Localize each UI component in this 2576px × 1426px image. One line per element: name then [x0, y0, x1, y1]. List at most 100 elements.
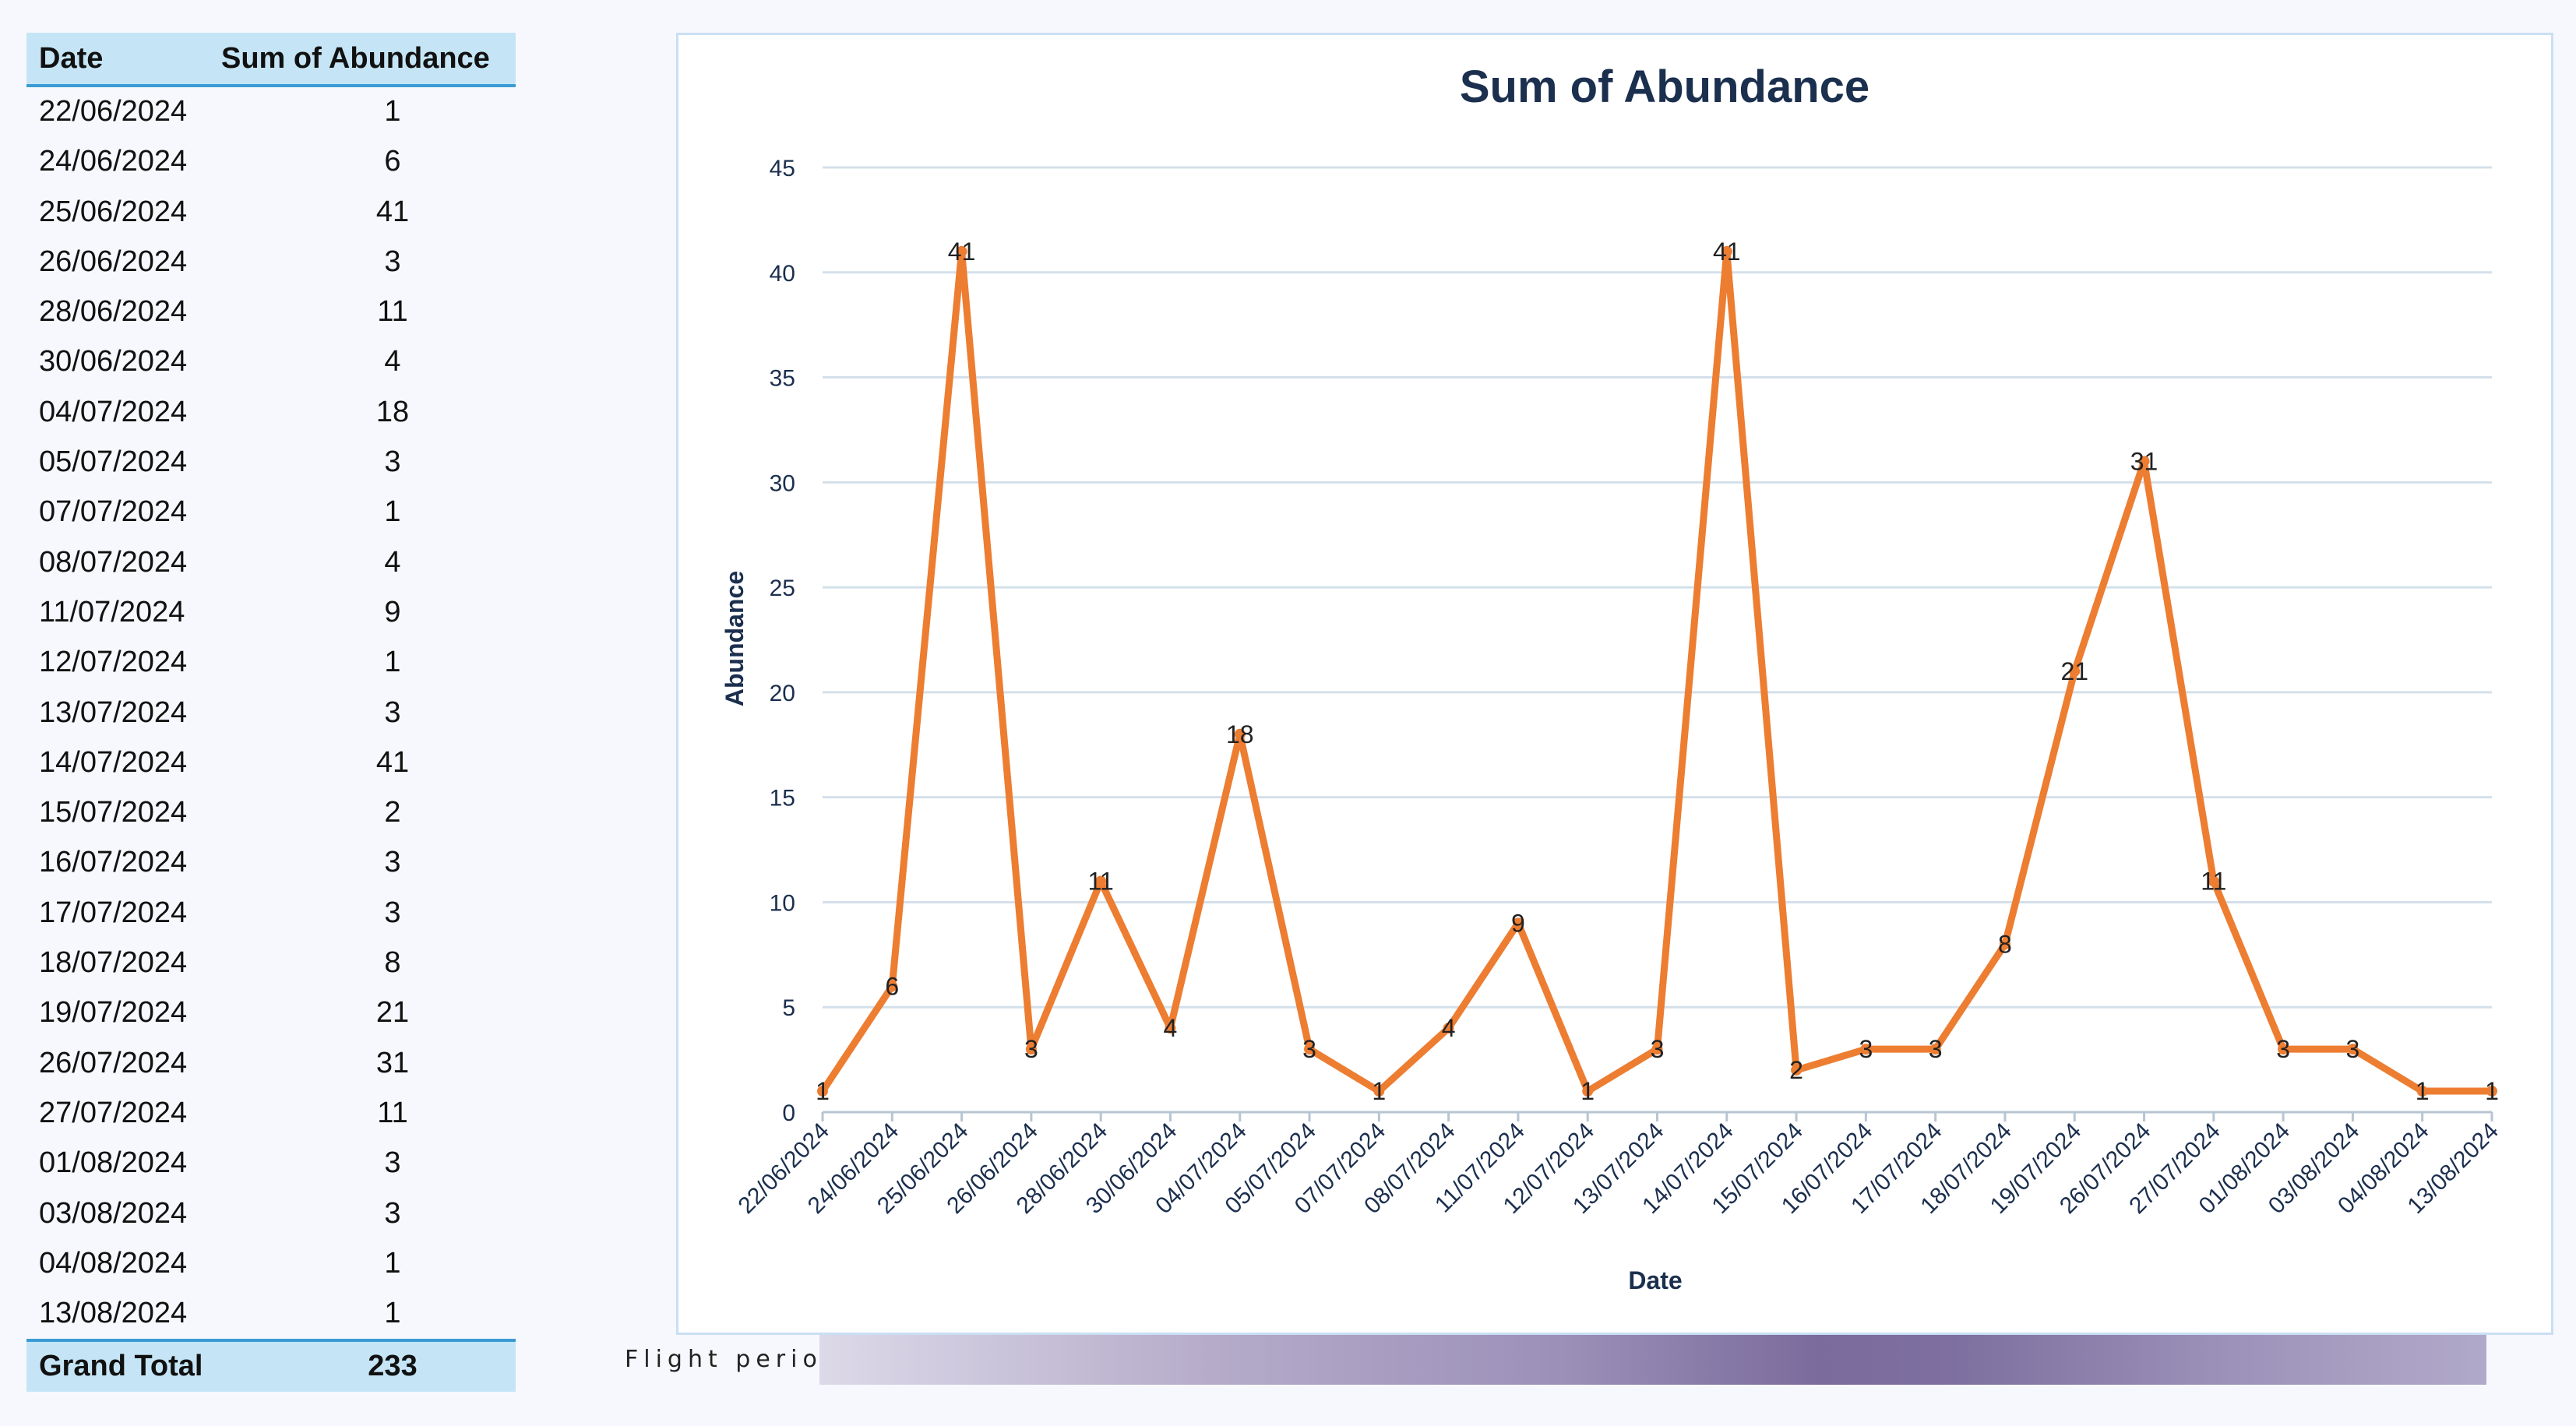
table-row: 30/06/2024 4 — [26, 337, 516, 387]
data-point[interactable] — [1999, 938, 2010, 950]
table-row: 18/07/2024 8 — [26, 938, 516, 988]
table-row: 28/06/2024 11 — [26, 287, 516, 337]
data-label: 11 — [1088, 867, 1114, 895]
row-value: 4 — [384, 345, 401, 379]
series-markers — [817, 245, 2497, 1097]
row-date: 03/08/2024 — [39, 1196, 188, 1230]
table-row: 26/06/2024 3 — [26, 238, 516, 287]
y-tick-label: 0 — [782, 1100, 795, 1126]
data-label: 3 — [2346, 1035, 2360, 1063]
table-row: 19/07/2024 21 — [26, 988, 516, 1038]
data-point[interactable] — [956, 245, 967, 257]
table-row: 27/07/2024 11 — [26, 1089, 516, 1139]
data-point[interactable] — [1234, 728, 1246, 740]
row-date: 17/07/2024 — [39, 896, 188, 929]
data-point[interactable] — [1304, 1044, 1316, 1055]
data-label: 3 — [1024, 1035, 1038, 1063]
row-value: 1 — [384, 646, 401, 679]
row-value: 2 — [384, 796, 401, 829]
data-label: 41 — [1713, 238, 1741, 266]
pivot-header: Date Sum of Abundance — [26, 33, 516, 87]
row-date: 25/06/2024 — [39, 195, 188, 228]
y-tick-label: 40 — [770, 261, 795, 287]
row-date: 07/07/2024 — [39, 495, 188, 529]
table-row: 26/07/2024 31 — [26, 1039, 516, 1089]
data-point[interactable] — [2347, 1044, 2359, 1055]
data-label: 21 — [2060, 657, 2088, 685]
data-point[interactable] — [1721, 245, 1732, 257]
row-date: 05/07/2024 — [39, 445, 188, 479]
data-point[interactable] — [2069, 665, 2081, 677]
table-row: 24/06/2024 6 — [26, 137, 516, 187]
row-date: 26/06/2024 — [39, 245, 188, 278]
y-tick-label: 15 — [770, 786, 795, 812]
data-point[interactable] — [1651, 1044, 1663, 1055]
row-value: 41 — [375, 745, 410, 779]
table-row: 13/08/2024 1 — [26, 1289, 516, 1339]
data-point[interactable] — [1095, 875, 1107, 887]
data-label: 3 — [1302, 1035, 1316, 1063]
row-date: 22/06/2024 — [39, 95, 188, 128]
y-tick-label: 5 — [782, 995, 795, 1021]
row-value: 3 — [384, 695, 401, 729]
data-point[interactable] — [2208, 875, 2219, 887]
data-label: 1 — [1580, 1077, 1595, 1105]
chart-area[interactable]: Sum of Abundance 0 5 10 15 20 25 30 35 40 45 22/0… — [676, 33, 2553, 1335]
x-axis-title: Date — [1628, 1266, 1682, 1294]
table-row: 08/07/2024 4 — [26, 538, 516, 588]
data-label: 9 — [1511, 909, 1525, 937]
y-axis-ticks: 0 5 10 15 20 25 30 35 40 45 — [770, 156, 795, 1126]
chart-title: Sum of Abundance — [1460, 62, 1869, 112]
data-point[interactable] — [2138, 456, 2150, 467]
data-point[interactable] — [1860, 1044, 1872, 1055]
data-label: 1 — [1372, 1077, 1386, 1105]
data-point[interactable] — [2416, 1086, 2428, 1097]
data-point[interactable] — [1512, 917, 1524, 929]
data-point[interactable] — [1582, 1086, 1594, 1097]
y-axis-title: Abundance — [721, 571, 749, 706]
data-point[interactable] — [1791, 1065, 1802, 1076]
gridlines — [823, 166, 2492, 1114]
table-row: 25/06/2024 41 — [26, 188, 516, 238]
y-tick-label: 20 — [770, 681, 795, 706]
row-date: 15/07/2024 — [39, 796, 188, 829]
data-label: 3 — [2276, 1035, 2290, 1063]
row-date: 26/07/2024 — [39, 1046, 188, 1079]
table-row: 11/07/2024 9 — [26, 588, 516, 638]
y-tick-label: 25 — [770, 576, 795, 601]
data-point[interactable] — [1165, 1023, 1176, 1034]
table-row: 03/08/2024 3 — [26, 1189, 516, 1239]
pivot-rows: 22/06/2024 1 24/06/2024 6 25/06/2024 41 26/06/… — [26, 87, 516, 1339]
data-point[interactable] — [1929, 1044, 1941, 1055]
data-label: 1 — [816, 1077, 830, 1105]
row-value: 18 — [375, 395, 410, 428]
table-row: 14/07/2024 41 — [26, 738, 516, 788]
data-label: 4 — [1164, 1014, 1178, 1042]
data-point[interactable] — [886, 981, 898, 992]
row-date: 30/06/2024 — [39, 345, 188, 379]
row-date: 08/07/2024 — [39, 545, 188, 579]
y-tick-label: 45 — [770, 156, 795, 181]
data-label: 3 — [1929, 1035, 1943, 1063]
table-row: 22/06/2024 1 — [26, 87, 516, 137]
row-value: 1 — [384, 495, 401, 529]
row-date: 04/08/2024 — [39, 1246, 188, 1280]
data-point[interactable] — [1443, 1023, 1454, 1034]
grand-total-label: Grand Total — [39, 1350, 203, 1383]
row-value: 8 — [384, 946, 401, 980]
table-row: 04/08/2024 1 — [26, 1239, 516, 1289]
row-value: 4 — [384, 545, 401, 579]
row-date: 16/07/2024 — [39, 846, 188, 879]
data-label: 1 — [2485, 1077, 2499, 1105]
row-value: 9 — [384, 595, 401, 628]
row-date: 19/07/2024 — [39, 996, 188, 1030]
data-point[interactable] — [2278, 1044, 2289, 1055]
row-date: 14/07/2024 — [39, 745, 188, 779]
data-point[interactable] — [817, 1086, 828, 1097]
row-value: 3 — [384, 896, 401, 929]
data-point[interactable] — [1025, 1044, 1037, 1055]
data-point[interactable] — [1373, 1086, 1385, 1097]
data-point[interactable] — [2486, 1086, 2497, 1097]
row-value: 41 — [375, 195, 410, 228]
